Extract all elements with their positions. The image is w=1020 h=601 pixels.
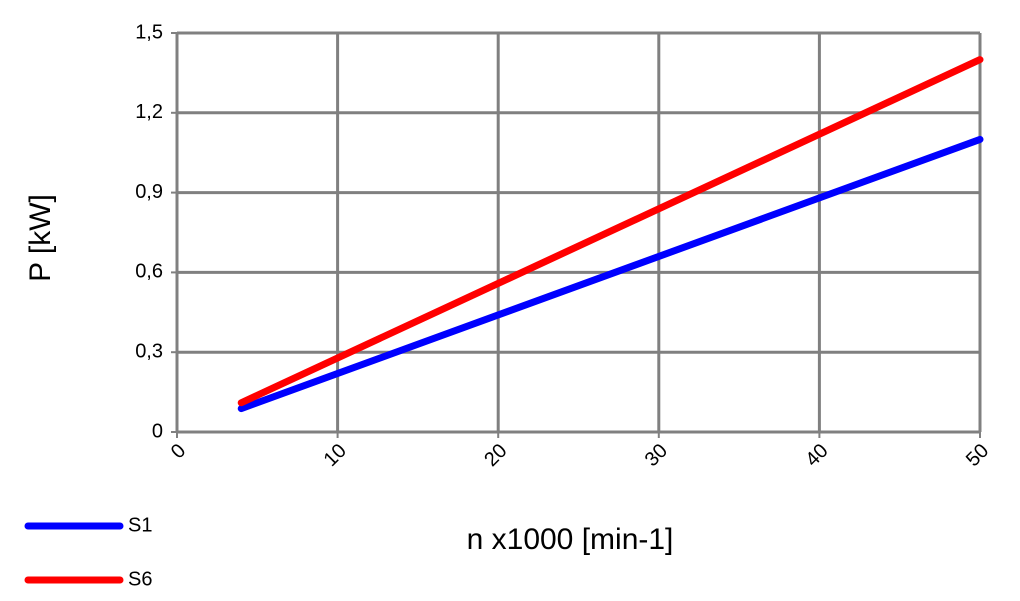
series-line bbox=[237, 56, 984, 407]
y-tick-label: 1,2 bbox=[135, 101, 163, 123]
x-axis-label: n x1000 [min-1] bbox=[467, 523, 674, 556]
y-tick-label: 0,3 bbox=[135, 340, 163, 362]
y-tick-label: 1,5 bbox=[135, 21, 163, 43]
x-tick-label: 10 bbox=[320, 440, 351, 471]
x-tick-label: 40 bbox=[801, 440, 832, 471]
y-axis-label: P [kW] bbox=[24, 194, 57, 282]
y-tick-label: 0 bbox=[152, 420, 163, 442]
series-line bbox=[237, 135, 984, 413]
x-tick-label: 30 bbox=[641, 440, 672, 471]
legend-label: S1 bbox=[128, 514, 152, 536]
legend-label: S6 bbox=[128, 568, 152, 590]
x-tick-label: 20 bbox=[480, 440, 511, 471]
x-tick-label: 50 bbox=[962, 440, 993, 471]
y-tick-label: 0,9 bbox=[135, 181, 163, 203]
y-tick-label: 0,6 bbox=[135, 261, 163, 283]
x-tick-label: 0 bbox=[167, 440, 190, 463]
